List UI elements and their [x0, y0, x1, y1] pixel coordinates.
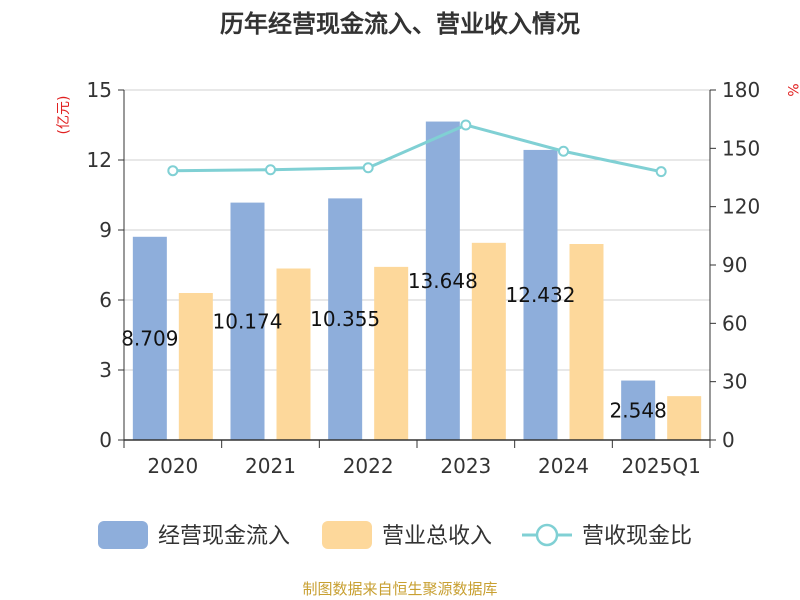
- legend-label-revenue: 营业总收入: [382, 524, 492, 549]
- x-tick-label: 2020: [147, 454, 198, 478]
- left-tick-label: 0: [99, 428, 112, 452]
- right-axis-unit: %: [784, 83, 800, 96]
- legend-marker-ratio: [535, 523, 559, 547]
- bars-group: [132, 121, 702, 441]
- revenue-bar: [178, 293, 213, 440]
- legend-label-cash-inflow: 经营现金流入: [158, 524, 290, 549]
- right-tick-label: 150: [722, 136, 760, 160]
- cash-inflow-value-label: 2.548: [610, 398, 667, 422]
- x-tick-label: 2023: [440, 454, 491, 478]
- cash-inflow-bar: [230, 202, 265, 440]
- left-tick-label: 9: [99, 218, 112, 242]
- x-tick-label: 2024: [538, 454, 589, 478]
- cash-inflow-value-label: 10.355: [310, 307, 380, 331]
- legend-swatch-revenue: [322, 521, 372, 549]
- right-tick-label: 0: [722, 428, 735, 452]
- right-tick-label: 60: [722, 311, 747, 335]
- ratio-point: [265, 164, 276, 176]
- right-tick-label: 120: [722, 195, 760, 219]
- cash-inflow-bar: [621, 380, 656, 440]
- cash-inflow-bar: [328, 198, 363, 440]
- cash-inflow-value-label: 12.432: [506, 283, 576, 307]
- x-tick-label: 2025Q1: [621, 454, 700, 478]
- cash-inflow-bar: [132, 236, 167, 440]
- revenue-bar: [667, 396, 702, 440]
- source-note: 制图数据来自恒生聚源数据库: [302, 580, 497, 598]
- right-tick-label: 30: [722, 370, 747, 394]
- cash-inflow-value-label: 8.709: [121, 326, 178, 350]
- revenue-bar: [471, 242, 506, 440]
- left-axis-unit: (亿元): [56, 96, 72, 135]
- right-tick-label: 90: [722, 253, 747, 277]
- revenue-bar: [569, 244, 604, 440]
- legend-swatch-cash-inflow: [98, 521, 148, 549]
- ratio-point: [655, 166, 667, 178]
- legend: 经营现金流入 营业总收入 营收现金比: [98, 521, 692, 549]
- x-tick-label: 2022: [343, 454, 394, 478]
- chart-title: 历年经营现金流入、营业收入情况: [220, 10, 580, 38]
- cash-inflow-bar: [523, 149, 558, 441]
- left-tick-label: 15: [87, 78, 112, 102]
- data-labels: 8.709 10.174 10.355 13.648 12.432 2.548: [121, 269, 667, 423]
- left-tick-label: 6: [99, 288, 112, 312]
- ratio-point: [167, 165, 179, 177]
- cash-inflow-bar: [425, 121, 460, 441]
- ratio-line: [172, 123, 662, 174]
- revenue-bar: [276, 268, 311, 440]
- cash-inflow-value-label: 10.174: [213, 309, 283, 333]
- left-tick-label: 3: [99, 358, 112, 382]
- ratio-point: [460, 119, 472, 131]
- x-tick-label: 2021: [245, 454, 296, 478]
- left-tick-label: 12: [87, 148, 112, 172]
- right-tick-label: 180: [722, 78, 760, 102]
- revenue-bar: [374, 266, 409, 440]
- ratio-point: [362, 162, 374, 174]
- ratio-point: [558, 145, 569, 157]
- legend-label-ratio: 营收现金比: [582, 524, 692, 549]
- line-series: [167, 119, 667, 178]
- cash-inflow-value-label: 13.648: [408, 269, 478, 293]
